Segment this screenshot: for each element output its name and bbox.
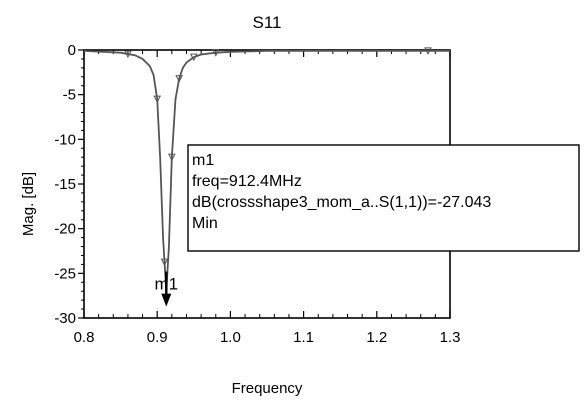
y-tick-label: -15 (54, 176, 76, 193)
x-tick-label: 1.0 (220, 329, 241, 346)
data-point (153, 95, 162, 104)
data-point (168, 153, 176, 162)
y-tick-label: -20 (54, 221, 76, 238)
data-point (424, 47, 432, 56)
chart-title: S11 (253, 13, 282, 32)
x-tick-label: 0.8 (74, 329, 95, 346)
y-tick-label: -30 (54, 310, 76, 327)
y-tick-label: -25 (54, 265, 76, 282)
x-tick-label: 1.2 (366, 329, 387, 346)
marker-readout-line: freq=912.4MHz (192, 173, 302, 190)
y-tick-label: -10 (54, 131, 76, 148)
marker-arrow-head (161, 293, 172, 307)
marker-readout-box (187, 144, 580, 252)
marker-label: m1 (154, 275, 178, 294)
x-axis-label: Frequency (232, 380, 303, 397)
data-point (175, 75, 183, 83)
x-tick-label: 1.3 (440, 329, 461, 346)
series-line (83, 49, 450, 292)
data-point (211, 49, 220, 57)
marker-readout-line: dB(crossshape3_mom_a..S(1,1))=-27.043 (192, 194, 491, 211)
y-tick-label: -5 (63, 87, 76, 104)
x-tick-label: 1.1 (293, 329, 314, 346)
data-point (189, 53, 198, 62)
y-axis-label: Mag. [dB] (20, 172, 37, 236)
data-series (83, 47, 450, 292)
marker-annotation: m1 m1 freq=912.4MHz dB(crossshape3_mom_a..S… (154, 144, 580, 307)
marker-readout-line: Min (192, 215, 218, 232)
data-point (160, 258, 169, 267)
marker-readout-line: m1 (192, 152, 214, 169)
y-tick-label: 0 (68, 42, 76, 59)
data-point (124, 50, 132, 59)
ticks: 0.8 0.9 1.0 1.1 1.2 1.3 0 -5 -10 -15 -20 -25 -30 (54, 42, 460, 346)
x-tick-label: 0.9 (147, 329, 168, 346)
